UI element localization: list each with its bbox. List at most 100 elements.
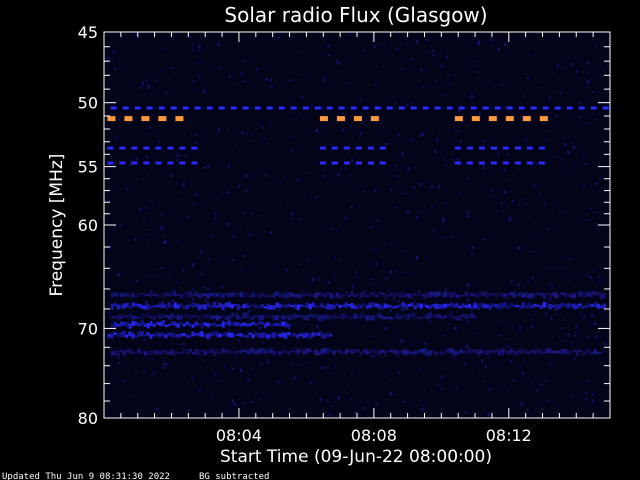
feature-band-68.8-cell [245, 312, 249, 319]
feature-carrier-53.5-b-segment [319, 146, 326, 150]
feature-carrier-50.4-segment [302, 106, 309, 110]
feature-band-68.8-cell [383, 316, 387, 320]
feature-band-66.6-cell [413, 293, 417, 296]
noise-speckle [348, 383, 350, 387]
feature-band-72.5-cell [302, 349, 306, 355]
footer-updated: Updated Thu Jun 9 08:31:30 2022 [2, 472, 170, 480]
noise-speckle [519, 326, 522, 330]
noise-speckle [389, 245, 392, 247]
feature-band-67.7-cell [140, 305, 144, 309]
noise-speckle [305, 361, 308, 364]
feature-band-66.6-cell [323, 293, 327, 298]
feature-band-66.6-cell [269, 294, 273, 298]
feature-band-68.8-cell [173, 315, 177, 319]
feature-band-68.8-cell [404, 313, 408, 320]
feature-band-68.8-cell [290, 314, 294, 320]
feature-band-67.7-cell [470, 305, 474, 310]
feature-band-68.8-cell [185, 313, 189, 319]
feature-band-66.6-cell [581, 292, 585, 298]
noise-speckle [586, 80, 589, 84]
noise-speckle [465, 214, 468, 218]
noise-speckle [412, 312, 415, 316]
feature-band-72.5-cell [338, 349, 342, 354]
feature-band-72.5-cell [518, 348, 522, 355]
noise-speckle [599, 176, 602, 181]
feature-carrier-54.7-c-segment [526, 161, 533, 165]
feature-band-67.7-cell [431, 304, 435, 308]
feature-band-67.7-cell [203, 304, 207, 310]
feature-band-67.7-cell [296, 304, 300, 311]
noise-speckle [156, 407, 159, 411]
feature-band-69.6-cell [194, 321, 198, 326]
feature-band-70.7-cell [284, 332, 288, 339]
feature-band-67.7-cell [215, 305, 219, 308]
feature-band-68.8-cell [164, 315, 168, 318]
feature-band-66.6-cell [341, 294, 345, 298]
feature-band-72.5-cell [356, 348, 360, 353]
noise-speckle [161, 267, 163, 270]
noise-speckle [384, 277, 387, 281]
noise-speckle [118, 118, 120, 121]
feature-band-67.7-cell [503, 301, 507, 308]
feature-carrier-53.5-b-segment [331, 146, 338, 150]
noise-speckle [509, 218, 512, 222]
feature-band-67.7-cell [254, 305, 258, 309]
feature-band-66.6-cell [551, 291, 555, 297]
feature-band-72.5-cell [449, 348, 453, 354]
feature-band-72.5-cell [128, 349, 132, 354]
noise-speckle [548, 400, 551, 403]
noise-speckle [127, 319, 130, 321]
feature-band-70.7-cell [209, 332, 213, 337]
feature-band-72.5-cell [200, 349, 204, 352]
feature-band-72.5-cell [206, 348, 210, 354]
noise-speckle [601, 402, 604, 403]
feature-band-67.7-cell [362, 303, 366, 306]
noise-speckle [320, 366, 323, 369]
feature-band-68.8-cell [257, 314, 261, 321]
feature-band-69.6-cell [119, 321, 123, 327]
feature-band-67.7-cell [134, 303, 138, 307]
noise-speckle [312, 277, 315, 282]
noise-speckle [245, 132, 248, 136]
feature-band-67.7-cell [335, 303, 339, 307]
feature-band-66.6-cell [557, 295, 561, 298]
feature-band-72.5-cell [167, 351, 171, 355]
noise-speckle [351, 158, 353, 163]
noise-speckle [550, 316, 553, 320]
noise-speckle [459, 191, 462, 195]
feature-band-66.6-cell [395, 292, 399, 296]
noise-speckle [143, 337, 146, 342]
noise-speckle [560, 327, 563, 330]
feature-band-66.6-cell [128, 293, 132, 298]
feature-band-69.6-cell [230, 321, 234, 326]
feature-band-70.7-cell [197, 332, 201, 337]
feature-band-66.6-cell [584, 291, 588, 297]
feature-carrier-50.4-segment [110, 106, 117, 110]
feature-band-67.7-cell [149, 305, 153, 309]
noise-speckle [371, 38, 374, 41]
noise-speckle [148, 244, 151, 247]
noise-speckle [501, 352, 504, 356]
noise-speckle [565, 67, 567, 70]
noise-speckle [526, 76, 529, 79]
noise-speckle [179, 343, 182, 347]
feature-band-66.6-cell [305, 292, 309, 296]
feature-band-66.6-cell [110, 293, 114, 298]
feature-band-66.6-cell [602, 292, 606, 299]
noise-speckle [316, 324, 319, 329]
feature-band-66.6-cell [473, 294, 477, 297]
noise-speckle [579, 115, 581, 119]
feature-band-72.5-cell [305, 348, 309, 354]
footer-note: BG subtracted [199, 472, 269, 480]
feature-band-67.7-cell [467, 303, 471, 309]
feature-band-66.6-cell [554, 292, 558, 299]
feature-band-66.6-cell [320, 292, 324, 298]
feature-band-72.5-cell [176, 351, 180, 355]
feature-band-72.5-cell [590, 352, 594, 355]
noise-speckle [141, 82, 144, 86]
feature-band-70.7-cell [326, 332, 330, 338]
noise-speckle [317, 196, 320, 198]
feature-band-67.7-cell [200, 304, 204, 309]
noise-speckle [172, 72, 175, 74]
noise-speckle [459, 157, 462, 160]
